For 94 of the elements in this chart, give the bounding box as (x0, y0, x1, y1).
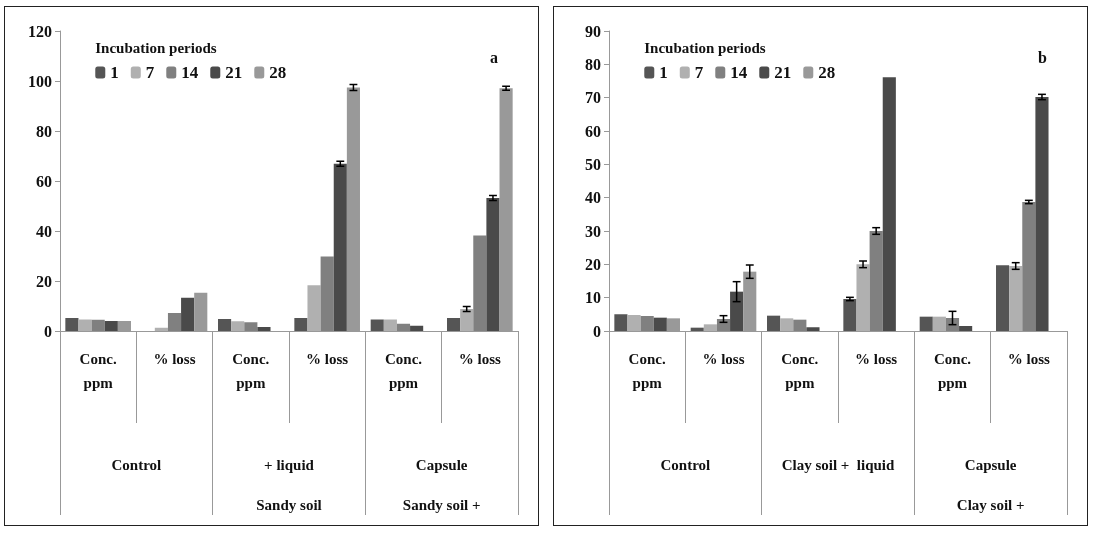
bar (882, 77, 896, 331)
x-tick-label: % loss (1007, 351, 1051, 367)
y-tick-label: 60 (36, 172, 52, 190)
y-tick-label: 120 (28, 22, 52, 40)
legend-label: 1 (110, 63, 119, 82)
bar (1035, 97, 1049, 331)
bar (996, 265, 1010, 331)
y-tick-label: 50 (585, 155, 601, 173)
text: Clay soil + liquid (781, 457, 896, 473)
y-tick-label: 0 (44, 322, 52, 340)
bar (614, 314, 628, 331)
bar (627, 315, 641, 331)
y-tick-label: 0 (593, 322, 601, 340)
bar (1022, 202, 1036, 331)
bar (244, 322, 258, 331)
bar (383, 319, 397, 331)
y-tick-label: 100 (28, 72, 52, 90)
bar (104, 321, 118, 331)
legend-label: 7 (145, 63, 155, 82)
annotation: b (1038, 48, 1048, 66)
bar (307, 285, 321, 331)
legend-label: 14 (181, 63, 199, 82)
bar (218, 319, 232, 331)
bar (181, 297, 195, 331)
bar (843, 299, 857, 331)
bar (65, 318, 79, 331)
bar (91, 319, 105, 331)
bar (473, 235, 487, 331)
bar (447, 318, 461, 331)
legend-label: 14 (730, 63, 748, 82)
bar (793, 319, 807, 331)
bar (703, 324, 717, 331)
bar (167, 313, 182, 331)
x-tick-label: % loss (855, 351, 898, 367)
bar (856, 264, 870, 331)
bar (294, 318, 308, 331)
bar (869, 231, 883, 331)
y-tick-label: 20 (36, 272, 52, 290)
y-tick-label: 20 (585, 255, 601, 273)
bar (932, 316, 946, 331)
legend-label: 7 (694, 63, 704, 82)
y-tick-label: 40 (36, 222, 52, 240)
x-tick-label: Conc. ppm (628, 351, 666, 391)
legend-label: 21 (774, 63, 792, 82)
x-tick-label: Conc. ppm (933, 351, 972, 391)
x-tick-label: % loss (153, 351, 196, 367)
x-tick-label: Conc. ppm (781, 351, 819, 391)
y-tick-label: 80 (585, 55, 601, 73)
bar (919, 316, 933, 331)
legend-label: 28 (269, 63, 287, 82)
y-tick-label: 40 (585, 189, 601, 207)
bar (396, 323, 411, 331)
x-tick-label: % loss (458, 351, 502, 367)
text: Control (111, 457, 162, 473)
bar (257, 327, 271, 331)
x-tick-label: Conc. ppm (232, 351, 270, 391)
bar (460, 309, 474, 331)
y-tick-label: 30 (585, 222, 601, 240)
legend-label: 1 (659, 63, 668, 82)
bar (640, 316, 654, 331)
text: Control (660, 457, 711, 473)
bar (320, 256, 334, 331)
bar (716, 319, 731, 331)
bar (780, 318, 794, 331)
annotation: a (490, 48, 498, 66)
legend-title: Incubation periods (644, 39, 766, 56)
x-tick-label: Conc. ppm (79, 351, 117, 391)
x-tick-label: Conc. ppm (384, 351, 423, 391)
y-tick-label: 80 (36, 122, 52, 140)
y-tick-label: 90 (585, 22, 601, 40)
bar (410, 325, 424, 331)
legend-label: 21 (225, 63, 243, 82)
text: Capsule Sandy soil + (402, 457, 481, 513)
bar (486, 198, 500, 331)
x-tick-label: % loss (702, 351, 745, 367)
text: + liquid Sandy soil (256, 457, 322, 513)
text: Capsule Clay soil + (956, 457, 1025, 513)
bar (959, 326, 973, 331)
legend-title: Incubation periods (95, 39, 217, 56)
x-tick-label: % loss (306, 351, 349, 367)
y-tick-label: 70 (585, 89, 601, 107)
bar (231, 321, 245, 331)
bar (767, 315, 781, 331)
bar (806, 327, 820, 331)
bar (370, 319, 384, 331)
bar (333, 163, 347, 331)
bar (154, 327, 168, 331)
y-tick-label: 60 (585, 122, 601, 140)
y-tick-label: 10 (585, 289, 601, 307)
bar (653, 317, 667, 331)
bar (1009, 266, 1023, 331)
bar (730, 291, 744, 331)
legend-label: 28 (818, 63, 836, 82)
bar (78, 319, 92, 331)
